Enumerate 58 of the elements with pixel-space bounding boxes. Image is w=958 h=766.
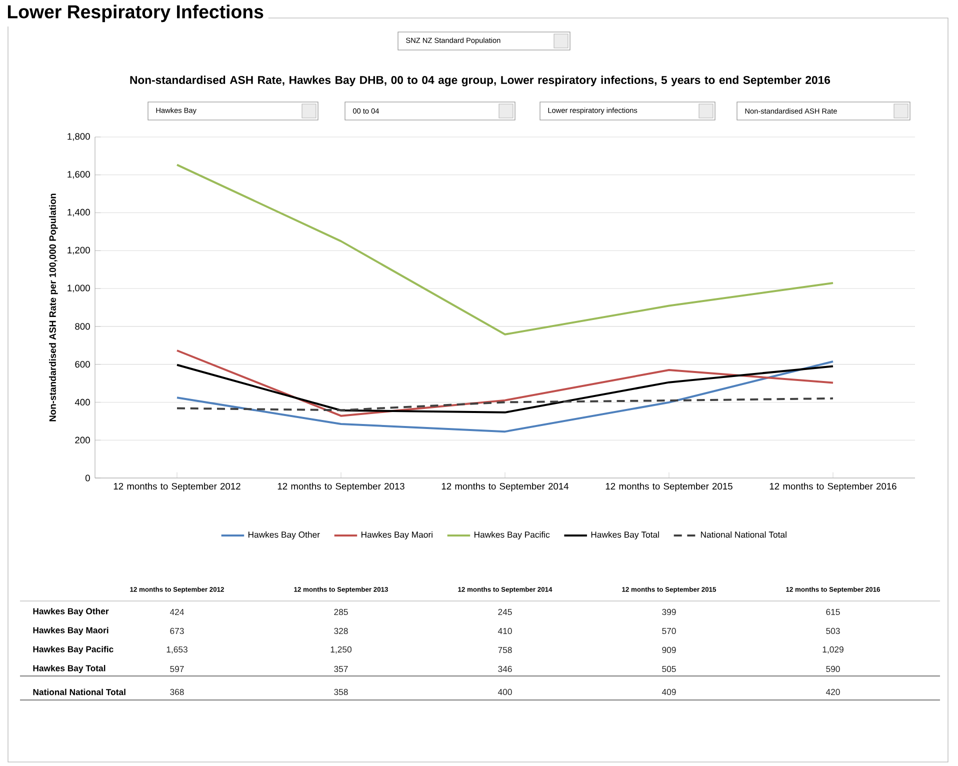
legend-label: Hawkes Bay Total xyxy=(591,531,659,540)
data-label: 1,653 xyxy=(166,646,188,654)
data-label: 328 xyxy=(334,628,348,634)
y-tick-label: 600 xyxy=(75,361,90,368)
text: Hawkes Bay Pacific xyxy=(33,646,114,654)
data-label: 570 xyxy=(662,628,676,634)
legend-label: Hawkes Bay Pacific xyxy=(474,531,550,540)
data-label: 346 xyxy=(498,666,512,672)
data-label: 358 xyxy=(334,688,348,696)
y-tick-label: 1,200 xyxy=(68,246,90,255)
text: Hawkes Bay Other xyxy=(33,608,109,616)
legend-label: National National Total xyxy=(700,531,786,538)
data-label: 590 xyxy=(826,666,840,672)
data-label: 424 xyxy=(170,608,184,616)
y-tick-label: 1,400 xyxy=(68,208,90,217)
data-label: 400 xyxy=(498,688,512,696)
text: Hawkes Bay Maori xyxy=(33,626,108,636)
x-tick-label: 12 months to September 2014 xyxy=(442,482,569,492)
y-tick-label: 1,000 xyxy=(68,284,90,292)
y-tick-label: 1,600 xyxy=(68,171,90,179)
y-tick-label: 800 xyxy=(75,323,90,330)
data-label: 503 xyxy=(826,628,840,634)
line-series xyxy=(176,364,834,414)
x-tick-label: 12 months to September 2012 xyxy=(114,482,240,492)
text: Hawkes Bay Total xyxy=(33,664,106,674)
legend-label: Hawkes Bay Maori xyxy=(361,531,432,540)
data-label: 285 xyxy=(334,608,348,616)
data-label: 368 xyxy=(170,688,184,696)
data-label: 410 xyxy=(498,628,512,634)
data-label: 1,029 xyxy=(822,646,844,654)
data-label: 505 xyxy=(662,666,676,672)
data-label: 245 xyxy=(498,608,512,616)
data-label: 597 xyxy=(170,666,184,672)
data-label: 420 xyxy=(826,688,840,696)
data-label: 409 xyxy=(662,688,676,696)
data-label: 357 xyxy=(334,666,348,672)
x-tick-label: 12 months to September 2013 xyxy=(278,482,404,492)
data-label: 909 xyxy=(662,646,676,654)
y-tick-label: 200 xyxy=(75,436,90,444)
x-tick-label: 12 months to September 2015 xyxy=(606,482,732,492)
legend-label: Hawkes Bay Other xyxy=(248,531,320,540)
data-label: 758 xyxy=(498,646,512,654)
chart-title: Lower Respiratory Infections xyxy=(8,4,264,22)
line-series xyxy=(176,397,834,412)
line-series xyxy=(176,349,834,417)
y-axis-title: Non-standardised ASH Rate per 100,000 Population xyxy=(49,194,58,422)
chart-subtitle: Non-standardised ASH Rate, Hawkes Bay DHB, 00 to 04 age group, Lower respiratory infections, 5 years to end September 2016 xyxy=(130,76,830,86)
x-tick-label: 12 months to September 2016 xyxy=(770,482,896,492)
data-label: 673 xyxy=(170,628,184,634)
line-series xyxy=(176,360,834,433)
y-tick-label: 0 xyxy=(85,474,90,482)
data-label: 1,250 xyxy=(330,646,352,654)
y-tick-label: 400 xyxy=(74,398,90,406)
data-label: 615 xyxy=(826,608,840,616)
text: National National Total xyxy=(33,688,126,696)
line-series xyxy=(176,164,834,336)
y-tick-label: 1,800 xyxy=(68,133,90,141)
data-label: 399 xyxy=(662,608,676,616)
